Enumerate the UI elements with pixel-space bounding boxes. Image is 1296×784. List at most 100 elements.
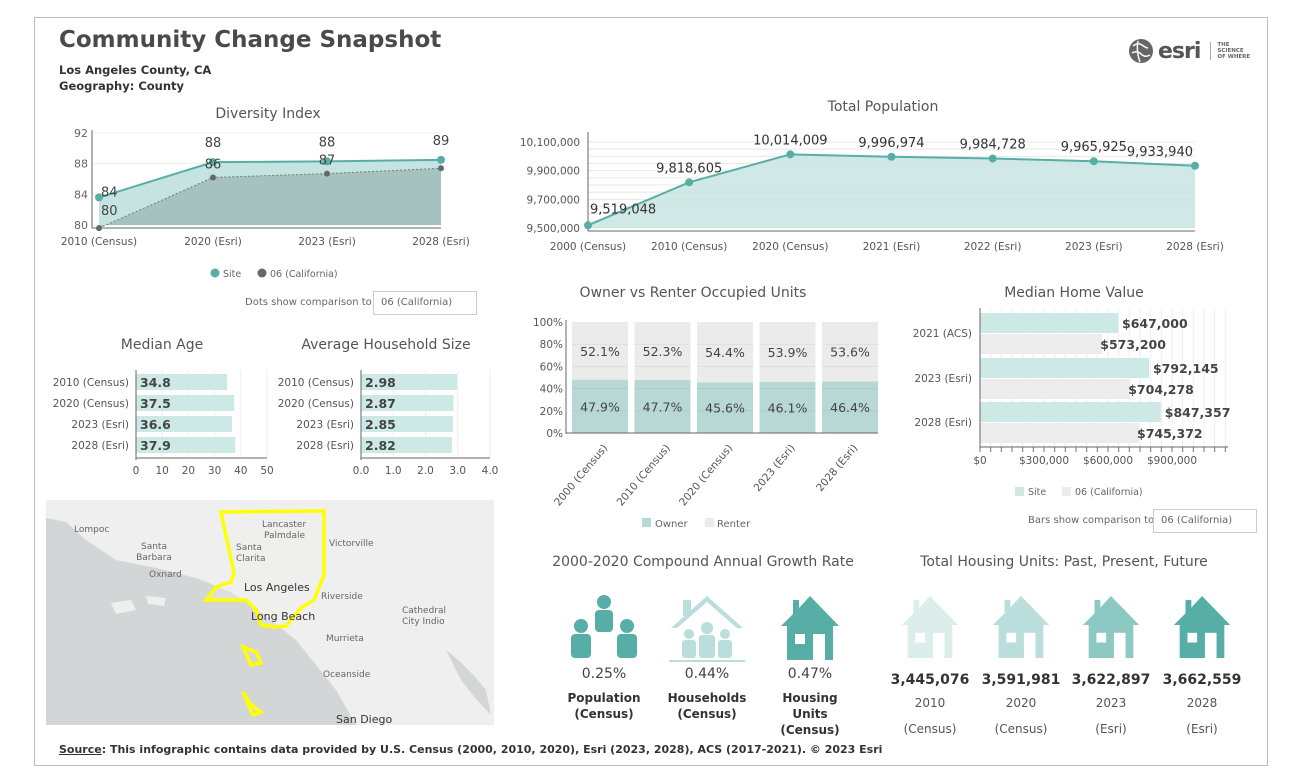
population-point (1191, 161, 1199, 170)
hh-size-title: Average Household Size (301, 337, 471, 353)
legend-renter-swatch (705, 518, 714, 527)
housing-year: 2010 (914, 696, 946, 710)
location-map[interactable]: LompocSantaBarbaraOxnardSantaClaritaLanc… (46, 500, 494, 725)
tenure-title: Owner vs Renter Occupied Units (579, 285, 807, 301)
channel-islands (111, 596, 166, 614)
compare-point (324, 170, 330, 177)
compare-line (98, 167, 442, 229)
bar (361, 395, 454, 411)
y-tick-label: 100% (533, 317, 563, 329)
x-tick-label: 2010 (Census) (651, 241, 727, 253)
y-tick-label: 60% (540, 361, 563, 373)
bar (136, 416, 232, 432)
x-tick-label: 0.0 (353, 465, 370, 477)
owner-bar (822, 381, 878, 433)
population-point (685, 178, 694, 187)
housing-value: 3,445,076 (890, 672, 970, 688)
compare-bar (980, 423, 1140, 443)
cagr-value: 0.44% (684, 666, 730, 682)
map-label: Lompoc (74, 525, 109, 535)
cagr-label: Housing Units (Census) (780, 691, 840, 737)
map-label: Long Beach (251, 610, 315, 623)
map-label: Riverside (321, 592, 363, 602)
map-label: Oceanside (323, 670, 371, 680)
cagr-households: 0.44% Households (Census) (662, 594, 752, 722)
house-icon (1082, 595, 1140, 659)
compare-value-label: $573,200 (1100, 337, 1166, 352)
map-land (46, 500, 494, 725)
y-tick-label: 2023 (Esri) (296, 419, 354, 431)
site-data-label: 88 (205, 136, 222, 151)
location-label: Los Angeles County, CA (59, 63, 212, 77)
house-icon (992, 595, 1050, 659)
house-icon (1173, 595, 1231, 659)
source-note: Source: This infographic contains data p… (59, 743, 882, 756)
population-data-label: 9,965,925 (1061, 140, 1127, 155)
compare-point (96, 225, 102, 232)
bar-value-label: 36.6 (140, 417, 171, 432)
catalina-boundary (239, 643, 264, 667)
population-title: Total Population (827, 99, 939, 115)
map-label: Oxnard (149, 570, 182, 580)
y-tick-label: 2010 (Census) (53, 377, 129, 389)
x-tick-label: 2021 (Esri) (863, 241, 921, 253)
y-tick-label: 2028 (Esri) (296, 440, 354, 452)
y-tick-label: 2023 (Esri) (71, 419, 129, 431)
x-tick-label: 2023 (Esri) (752, 442, 798, 494)
site-point (437, 155, 445, 164)
housing-value: 3,662,559 (1162, 672, 1242, 688)
y-tick-label: 9,500,000 (527, 223, 580, 235)
x-tick-label: 2022 (Esri) (964, 241, 1022, 253)
site-bar (980, 358, 1149, 378)
x-tick-label: $0 (973, 455, 986, 467)
house-icon (781, 596, 839, 660)
logo-tagline: THE SCIENCE OF WHERE (1210, 42, 1250, 60)
x-tick-label: 30 (208, 465, 221, 477)
compare-bar (980, 379, 1131, 399)
x-tick-label: 2020 (Census) (677, 442, 735, 508)
x-tick-label: 2.0 (417, 465, 434, 477)
housing-source: (Esri) (1095, 722, 1127, 736)
map-label: Santa (236, 543, 262, 553)
x-tick-label: 50 (260, 465, 273, 477)
population-data-label: 9,996,974 (858, 136, 924, 151)
compare-value-label: $745,372 (1137, 426, 1203, 441)
x-tick-label: 3.0 (449, 465, 466, 477)
site-data-label: 89 (433, 134, 450, 149)
renter-value-label: 52.1% (580, 344, 620, 359)
x-tick-label: 10 (156, 465, 169, 477)
diversity-comparison-label: Dots show comparison to (245, 297, 372, 308)
x-tick-label: $900,000 (1147, 455, 1197, 467)
housing-source: (Census) (903, 722, 957, 736)
diversity-comparison-dropdown[interactable]: 06 (California) (373, 291, 477, 315)
bar-value-label: 2.87 (365, 396, 396, 411)
x-tick-label: 40 (234, 465, 247, 477)
housing-item: 3,445,076 2010 (Census) (885, 594, 975, 736)
x-tick-label: 20 (182, 465, 195, 477)
owner-value-label: 47.9% (580, 399, 620, 414)
map-label: Clarita (236, 554, 266, 564)
cagr-title: 2000-2020 Compound Annual Growth Rate (552, 554, 854, 570)
x-tick-label: 2023 (Esri) (298, 236, 356, 248)
x-tick-label: 2020 (Census) (752, 241, 828, 253)
home-value-comparison-dropdown[interactable]: 06 (California) (1153, 509, 1257, 533)
legend-site-swatch (1015, 487, 1024, 496)
y-tick-label: 2028 (Esri) (71, 440, 129, 452)
x-tick-label: 4.0 (482, 465, 499, 477)
legend-site-label: Site (1028, 487, 1046, 498)
site-point (209, 158, 217, 167)
logo-wordmark: esri (1158, 38, 1201, 64)
renter-value-label: 53.6% (830, 345, 870, 360)
y-tick-label: 2028 (Esri) (914, 417, 972, 429)
bar-value-label: 2.98 (365, 375, 396, 390)
y-tick-label: 80 (74, 219, 88, 232)
renter-value-label: 52.3% (643, 344, 683, 359)
bar (136, 437, 236, 453)
y-tick-label: 0% (546, 428, 563, 440)
y-tick-label: 2021 (ACS) (913, 328, 972, 340)
population-data-label: 10,014,009 (753, 133, 827, 148)
housing-value: 3,622,897 (1071, 672, 1151, 688)
population-area (588, 154, 1195, 228)
legend-compare-swatch (1062, 487, 1071, 496)
san-clemente-boundary (241, 691, 265, 718)
